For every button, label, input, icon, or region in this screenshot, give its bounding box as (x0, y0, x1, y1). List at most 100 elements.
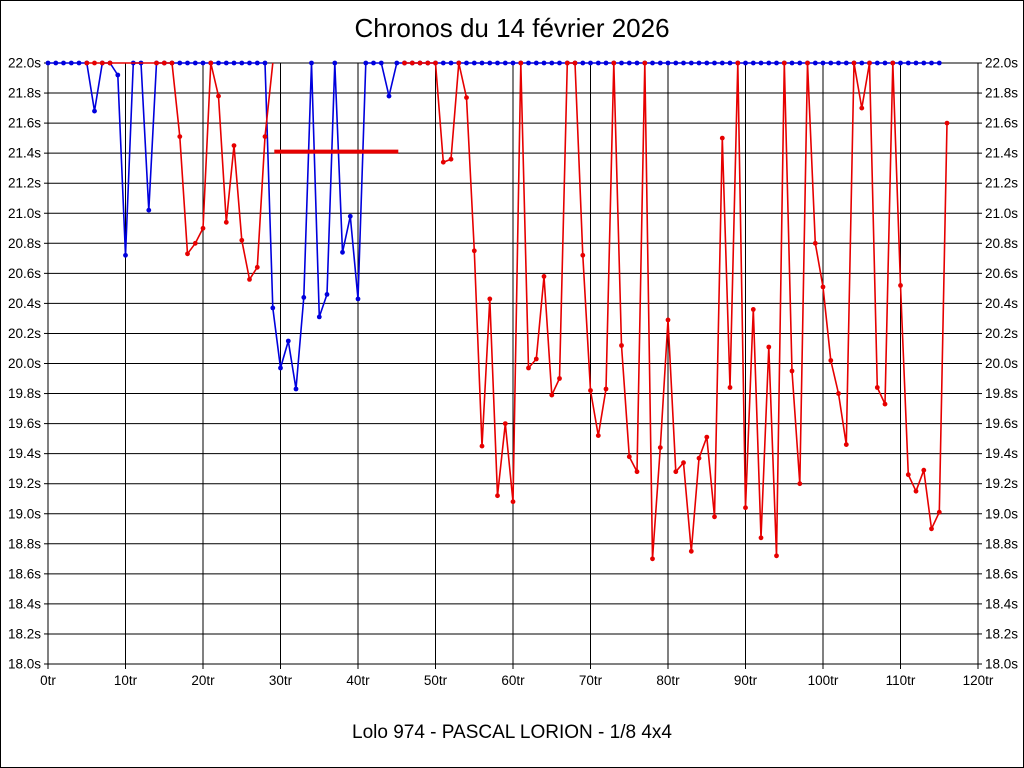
driver-blue-point-marker (921, 60, 927, 66)
driver-red-point-marker (471, 248, 477, 254)
driver-blue-point-marker (743, 60, 748, 66)
driver-red-point-marker (526, 365, 531, 371)
y-axis-label-right: 18.8s (985, 536, 1018, 551)
y-axis-label-left: 18.0s (8, 657, 41, 672)
y-axis-label-right: 20.4s (985, 296, 1018, 311)
driver-red-point-marker (161, 60, 167, 66)
y-axis-label-left: 19.2s (8, 476, 41, 491)
driver-red-point-marker (936, 509, 942, 515)
y-axis-label-left: 22.0s (8, 56, 41, 71)
driver-red-point-marker (843, 442, 849, 447)
y-axis-label-left: 21.2s (8, 176, 41, 191)
y-axis-label-right: 20.2s (985, 326, 1018, 341)
chart-caption: Lolo 974 - PASCAL LORION - 1/8 4x4 (352, 722, 672, 743)
x-axis-label: 40tr (346, 673, 370, 688)
driver-blue-point-marker (363, 60, 369, 66)
driver-red-point-marker (704, 434, 710, 440)
driver-red-point-marker (828, 358, 834, 363)
driver-red-point-marker (417, 60, 423, 66)
driver-blue-point-marker (495, 60, 500, 66)
x-axis-label: 120tr (963, 673, 994, 688)
driver-red-point-marker (882, 401, 888, 407)
driver-blue-point-marker (262, 60, 268, 66)
y-axis-label-left: 20.6s (8, 266, 41, 281)
driver-blue-point-marker (278, 365, 283, 371)
driver-blue-point-marker (440, 60, 446, 66)
driver-red-point-marker (603, 386, 609, 392)
driver-red-point-marker (254, 264, 260, 270)
y-axis-label-left: 19.8s (8, 386, 41, 401)
driver-red-point-marker (409, 60, 415, 66)
driver-blue-point-marker (61, 60, 66, 66)
driver-red-point-marker (836, 391, 841, 396)
driver-blue-point-marker (588, 60, 593, 66)
driver-blue-point-marker (510, 60, 516, 66)
driver-red-point-marker (696, 455, 702, 461)
driver-blue-point-marker (673, 60, 679, 66)
driver-red-point-marker (572, 60, 578, 66)
driver-blue-point-marker (53, 60, 59, 66)
y-axis-label-left: 20.2s (8, 326, 41, 341)
driver-blue-point-marker (665, 60, 671, 66)
driver-red-point-marker (859, 105, 865, 111)
driver-blue-point-marker (76, 60, 82, 66)
y-axis-label-left: 20.4s (8, 296, 41, 311)
driver-red-point-marker (913, 488, 919, 494)
driver-red-point-marker (874, 385, 880, 390)
driver-red-point-marker (789, 368, 795, 374)
x-axis-label: 20tr (191, 673, 215, 688)
driver-blue-point-marker (92, 108, 97, 114)
y-axis-label-left: 20.8s (8, 236, 41, 251)
driver-red-point-marker (905, 472, 911, 478)
y-axis-label-right: 19.8s (985, 386, 1018, 401)
driver-blue-point-marker (580, 60, 586, 66)
y-axis-label-right: 21.2s (985, 176, 1018, 191)
driver-red-point-marker (479, 443, 485, 449)
driver-red-point-marker (611, 60, 617, 66)
x-axis-label: 70tr (579, 673, 603, 688)
driver-blue-point-marker (386, 93, 392, 99)
driver-red-point-marker (650, 556, 655, 562)
y-axis-label-right: 19.2s (985, 476, 1018, 491)
driver-blue-point-marker (634, 60, 640, 66)
driver-red-point-marker (812, 240, 818, 246)
driver-red-point-marker (626, 454, 632, 460)
driver-blue-point-marker (479, 60, 485, 66)
driver-blue-point-marker (557, 60, 562, 66)
driver-red-point-marker (464, 95, 469, 100)
driver-blue-point-marker (146, 207, 152, 213)
driver-red-point-marker (673, 469, 679, 475)
driver-red-point-marker (820, 284, 826, 290)
driver-blue-point-marker (309, 60, 314, 66)
y-axis-label-right: 18.0s (985, 657, 1018, 672)
driver-red-point-marker (735, 60, 741, 66)
y-axis-label-left: 21.8s (8, 86, 41, 101)
driver-red-point-marker (262, 134, 268, 140)
x-axis-label: 80tr (656, 673, 680, 688)
driver-red-point-marker (549, 392, 555, 398)
driver-blue-point-marker (123, 252, 128, 258)
driver-blue-point-marker (231, 60, 237, 66)
driver-blue-point-marker (905, 60, 911, 66)
y-axis-label-right: 20.0s (985, 356, 1018, 371)
driver-blue-point-marker (223, 60, 229, 66)
driver-blue-point-marker (301, 295, 307, 300)
driver-blue-point-marker (859, 60, 865, 66)
driver-blue-point-marker (619, 60, 624, 66)
x-axis-label: 30tr (269, 673, 293, 688)
driver-blue-point-marker (882, 60, 888, 66)
y-axis-label-left: 21.0s (8, 206, 41, 221)
driver-blue-point-marker (192, 60, 198, 66)
driver-red-point-marker (681, 460, 686, 466)
driver-blue-point-marker (200, 60, 206, 66)
driver-red-point-marker (588, 388, 593, 393)
x-axis-label: 90tr (734, 673, 758, 688)
driver-blue-point-marker (766, 60, 772, 66)
y-axis-label-right: 19.6s (985, 416, 1018, 431)
driver-red-point-marker (185, 251, 190, 257)
driver-blue-point-marker (549, 60, 555, 66)
driver-blue-point-marker (936, 60, 942, 66)
driver-blue-point-marker (185, 60, 190, 66)
driver-blue-point-marker (464, 60, 469, 66)
driver-blue-point-marker (216, 60, 221, 66)
